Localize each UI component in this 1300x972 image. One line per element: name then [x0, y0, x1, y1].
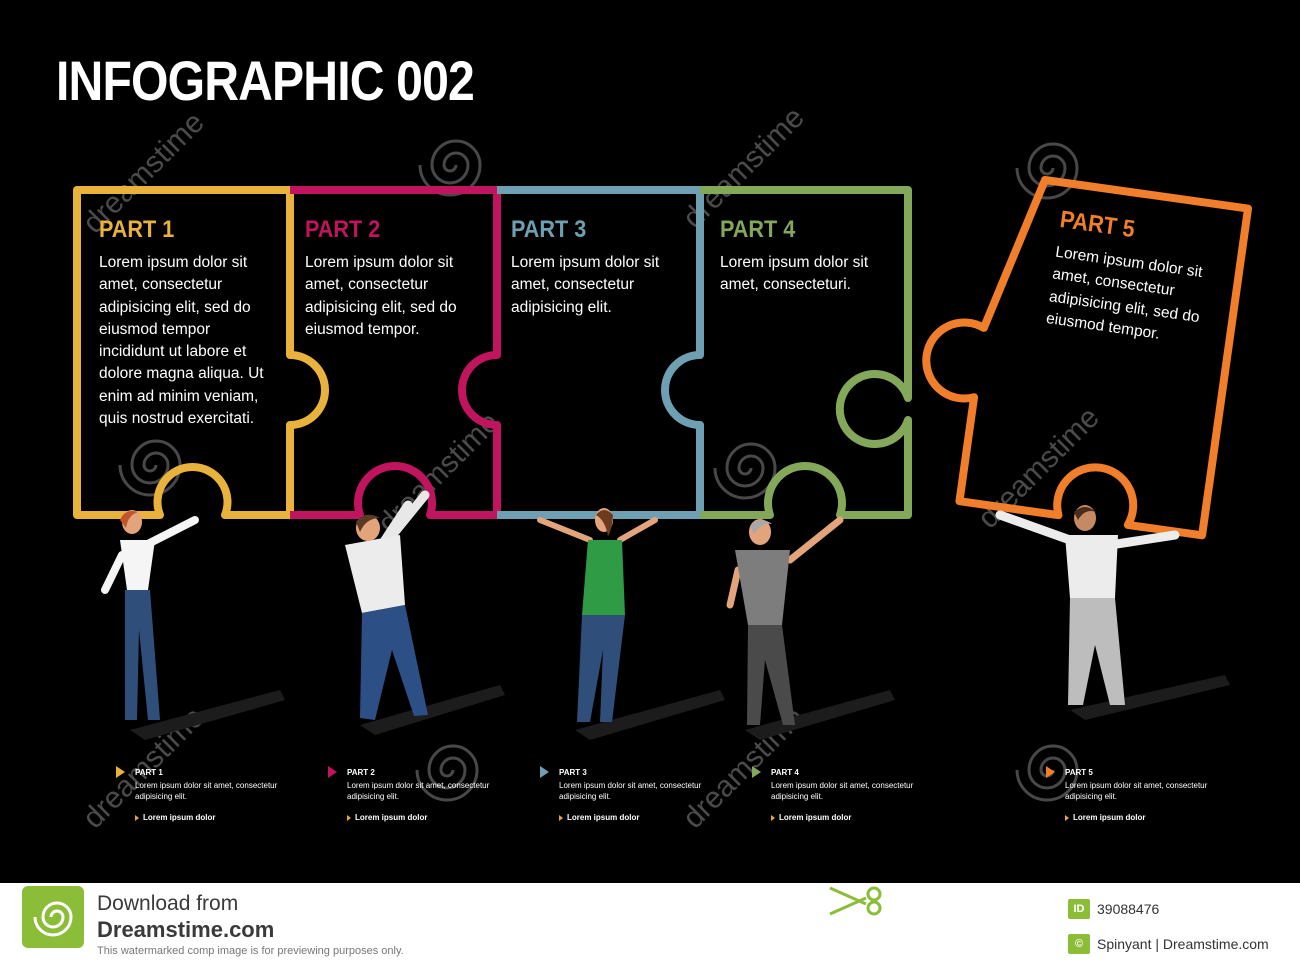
- floor-shadows: [130, 675, 1230, 740]
- caption-body: Lorem ipsum dolor sit amet, consectetur …: [1065, 781, 1208, 801]
- caption-part-1: PART 1 Lorem ipsum dolor sit amet, conse…: [116, 766, 295, 822]
- caption-part-5: PART 5 Lorem ipsum dolor sit amet, conse…: [1046, 766, 1225, 822]
- part-2-text: Lorem ipsum dolor sit amet, consectetur …: [305, 254, 457, 338]
- puzzle-graphic: dreamstime dreamstime dreamstime dreamst…: [73, 101, 1253, 835]
- watermark-spiral-icon: [1015, 744, 1079, 802]
- watermark-text-layer: dreamstime dreamstime dreamstime dreamst…: [77, 101, 1106, 835]
- puzzle-piece-part3: [497, 186, 704, 519]
- part-3-label: PART 3: [511, 216, 587, 243]
- triangle-icon: [116, 766, 125, 778]
- caption-link[interactable]: Lorem ipsum dolor: [347, 813, 507, 822]
- part-4-label: PART 4: [720, 216, 796, 243]
- scissors-icon: [829, 886, 882, 916]
- triangle-icon: [328, 766, 337, 778]
- part-3-text: Lorem ipsum dolor sit amet, consectetur …: [511, 254, 660, 316]
- caption-part-3: PART 3 Lorem ipsum dolor sit amet, conse…: [540, 766, 719, 822]
- caption-link[interactable]: Lorem ipsum dolor: [771, 813, 931, 822]
- part-1-label: PART 1: [99, 216, 175, 243]
- page-title: INFOGRAPHIC 002: [56, 49, 475, 112]
- author-credit: Spinyant | Dreamstime.com: [1097, 936, 1269, 952]
- caption-body: Lorem ipsum dolor sit amet, consectetur …: [135, 781, 278, 801]
- dreamstime-link[interactable]: Dreamstime.com: [97, 917, 275, 942]
- triangle-icon: [752, 766, 761, 778]
- watermark-spiral-icon: [1015, 142, 1079, 200]
- part-1-panel: PART 1 Lorem ipsum dolor sit amet, conse…: [99, 216, 279, 430]
- shadow: [745, 690, 895, 740]
- part-2-label: PART 2: [305, 216, 381, 243]
- triangle-icon: [540, 766, 549, 778]
- person-1: [101, 510, 199, 720]
- download-from-text: Download from: [97, 892, 239, 915]
- part-1-text: Lorem ipsum dolor sit amet, consectetur …: [99, 254, 264, 428]
- person-5: [995, 505, 1180, 705]
- caption-title: PART 5: [1065, 768, 1093, 777]
- caption-part-4: PART 4 Lorem ipsum dolor sit amet, conse…: [752, 766, 931, 822]
- shadow: [1070, 675, 1230, 720]
- caption-title: PART 1: [135, 768, 163, 777]
- puzzle-piece-part5: [922, 176, 1253, 540]
- person-3: [537, 508, 658, 722]
- caption-title: PART 4: [771, 768, 799, 777]
- download-footer: [0, 883, 1300, 972]
- caption-body: Lorem ipsum dolor sit amet, consectetur …: [347, 781, 490, 801]
- caption-part-2: PART 2 Lorem ipsum dolor sit amet, conse…: [328, 766, 507, 822]
- copyright-badge: ©: [1068, 934, 1090, 954]
- part-3-panel: PART 3 Lorem ipsum dolor sit amet, conse…: [511, 216, 691, 319]
- puzzle-piece-part4: [700, 186, 912, 519]
- part-4-panel: PART 4 Lorem ipsum dolor sit amet, conse…: [720, 216, 900, 297]
- preview-notice: This watermarked comp image is for previ…: [97, 945, 404, 957]
- person-4: [726, 516, 844, 725]
- caption-link[interactable]: Lorem ipsum dolor: [135, 813, 295, 822]
- caption-link[interactable]: Lorem ipsum dolor: [559, 813, 719, 822]
- caption-title: PART 2: [347, 768, 375, 777]
- shadow: [130, 690, 285, 740]
- shadow: [360, 685, 505, 735]
- triangle-icon: [1046, 766, 1055, 778]
- caption-body: Lorem ipsum dolor sit amet, consectetur …: [559, 781, 702, 801]
- dreamstime-logo-icon[interactable]: [22, 886, 84, 948]
- watermark-spiral-icon: [713, 442, 777, 500]
- watermark-spiral-icon: [415, 744, 479, 802]
- watermark-spiral-icon: [118, 439, 182, 497]
- id-badge: ID: [1068, 899, 1090, 919]
- part-5-panel: PART 5 Lorem ipsum dolor sit amet, conse…: [1045, 206, 1226, 353]
- part-4-text: Lorem ipsum dolor sit amet, consecteturi…: [720, 254, 869, 294]
- person-2: [345, 490, 430, 720]
- caption-body: Lorem ipsum dolor sit amet, consectetur …: [771, 781, 914, 801]
- puzzle-pieces: [73, 176, 1253, 540]
- puzzle-piece-part1: [73, 186, 329, 519]
- image-id: 39088476: [1097, 901, 1160, 917]
- puzzle-piece-part2: [290, 186, 501, 519]
- caption-link[interactable]: Lorem ipsum dolor: [1065, 813, 1225, 822]
- part-2-panel: PART 2 Lorem ipsum dolor sit amet, conse…: [305, 216, 485, 341]
- shadow: [575, 690, 725, 740]
- infographic-canvas: INFOGRAPHIC 002 dreamstime dreamstime dr…: [56, 49, 1253, 835]
- caption-title: PART 3: [559, 768, 587, 777]
